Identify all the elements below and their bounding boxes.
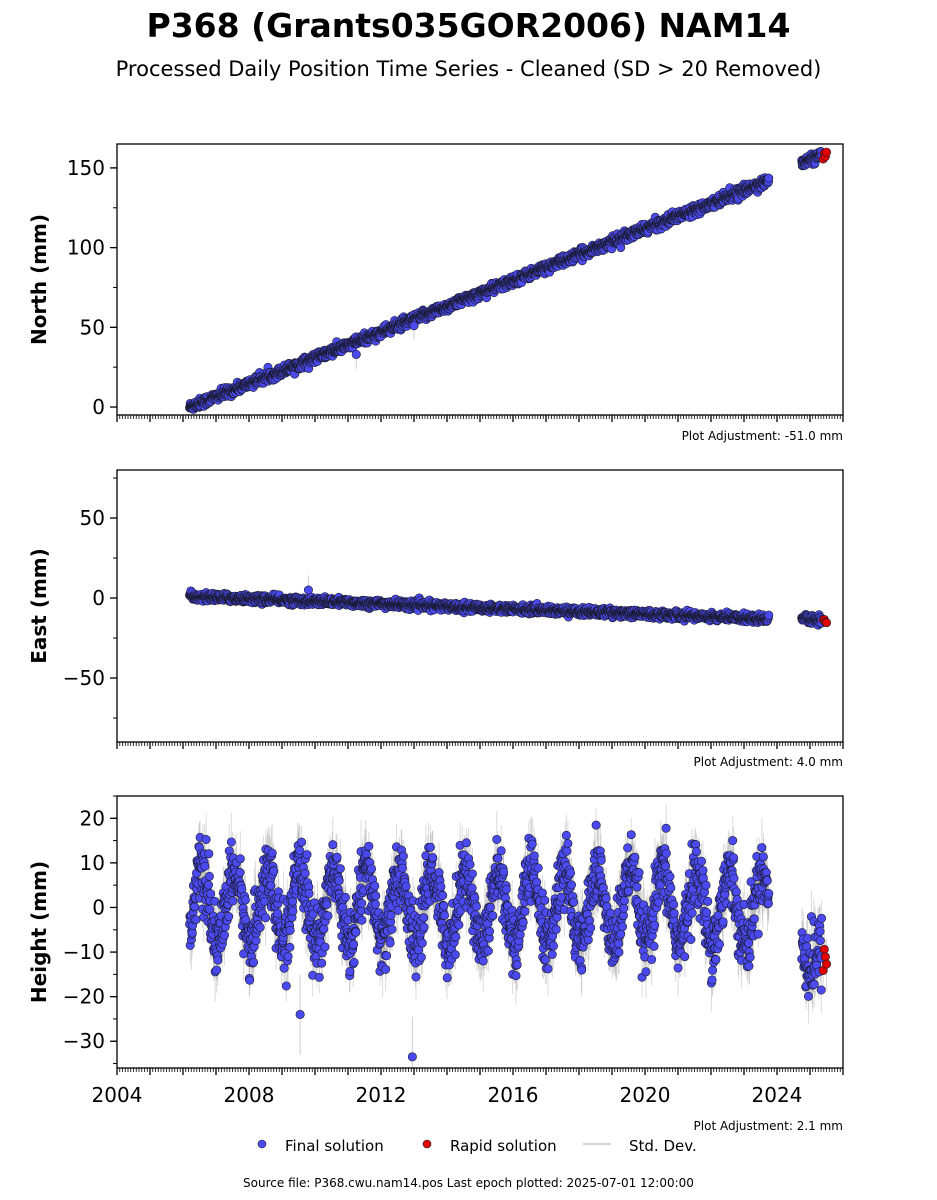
final-point [351, 349, 361, 359]
y-tick-label: 50 [80, 315, 105, 339]
y-tick-label: 100 [67, 236, 105, 260]
final-point [409, 321, 419, 331]
final-point [764, 173, 774, 183]
y-axis-label: North (mm) [27, 214, 51, 345]
rapid-point [821, 147, 831, 157]
north-panel: 0 50 100 150 North (mm) Plot Adjustment: -51.… [27, 143, 844, 443]
figure-subtitle: Processed Daily Position Time Series - C… [115, 57, 822, 81]
y-tick-label: 0 [92, 395, 105, 419]
y-tick-label: 150 [67, 156, 105, 180]
plot-adjustment: Plot Adjustment: -51.0 mm [682, 429, 843, 443]
figure-title: P368 (Grants035GOR2006) NAM14 [146, 6, 791, 45]
data-points [185, 147, 831, 414]
